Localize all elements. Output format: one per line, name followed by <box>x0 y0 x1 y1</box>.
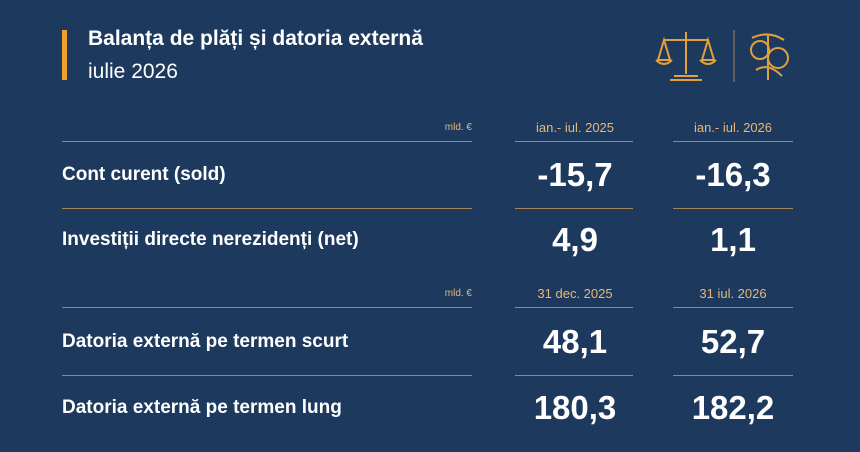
rule <box>673 141 793 142</box>
rule <box>62 375 472 376</box>
subtitle: iulie 2026 <box>88 60 178 83</box>
column-header: ian.- iul. 2026 <box>693 120 773 135</box>
row-value: 52,7 <box>700 323 766 360</box>
logos <box>655 30 789 82</box>
row-value: -15,7 <box>537 156 613 193</box>
unit-label: mld. € <box>444 288 472 299</box>
rule <box>62 307 472 308</box>
row-value: 48,1 <box>542 323 608 360</box>
row-value: 182,2 <box>691 389 775 426</box>
row-label: Datoria externă pe termen scurt <box>62 331 349 352</box>
column-header: ian.- iul. 2025 <box>535 120 615 135</box>
rule <box>673 208 793 209</box>
row-label: Datoria externă pe termen lung <box>62 397 342 418</box>
rule <box>515 307 633 308</box>
rule <box>673 375 793 376</box>
row-label: Investiții directe nerezidenți (net) <box>62 229 359 250</box>
rule <box>515 141 633 142</box>
rule <box>673 307 793 308</box>
title: Balanța de plăți și datoria externă <box>88 27 423 50</box>
row-value: 4,9 <box>552 221 598 258</box>
scale-icon <box>655 32 717 81</box>
rule <box>515 375 633 376</box>
rule <box>62 141 472 142</box>
column-header: 31 dec. 2025 <box>537 286 613 301</box>
monogram-icon <box>750 33 789 80</box>
row-value: 1,1 <box>710 221 756 258</box>
rule <box>62 208 472 209</box>
row-label: Cont curent (sold) <box>62 164 226 185</box>
accent-bar <box>62 30 67 80</box>
column-header: 31 iul. 2026 <box>699 286 767 301</box>
row-value: -16,3 <box>695 156 771 193</box>
rule <box>515 208 633 209</box>
row-value: 180,3 <box>533 389 617 426</box>
unit-label: mld. € <box>444 122 472 133</box>
